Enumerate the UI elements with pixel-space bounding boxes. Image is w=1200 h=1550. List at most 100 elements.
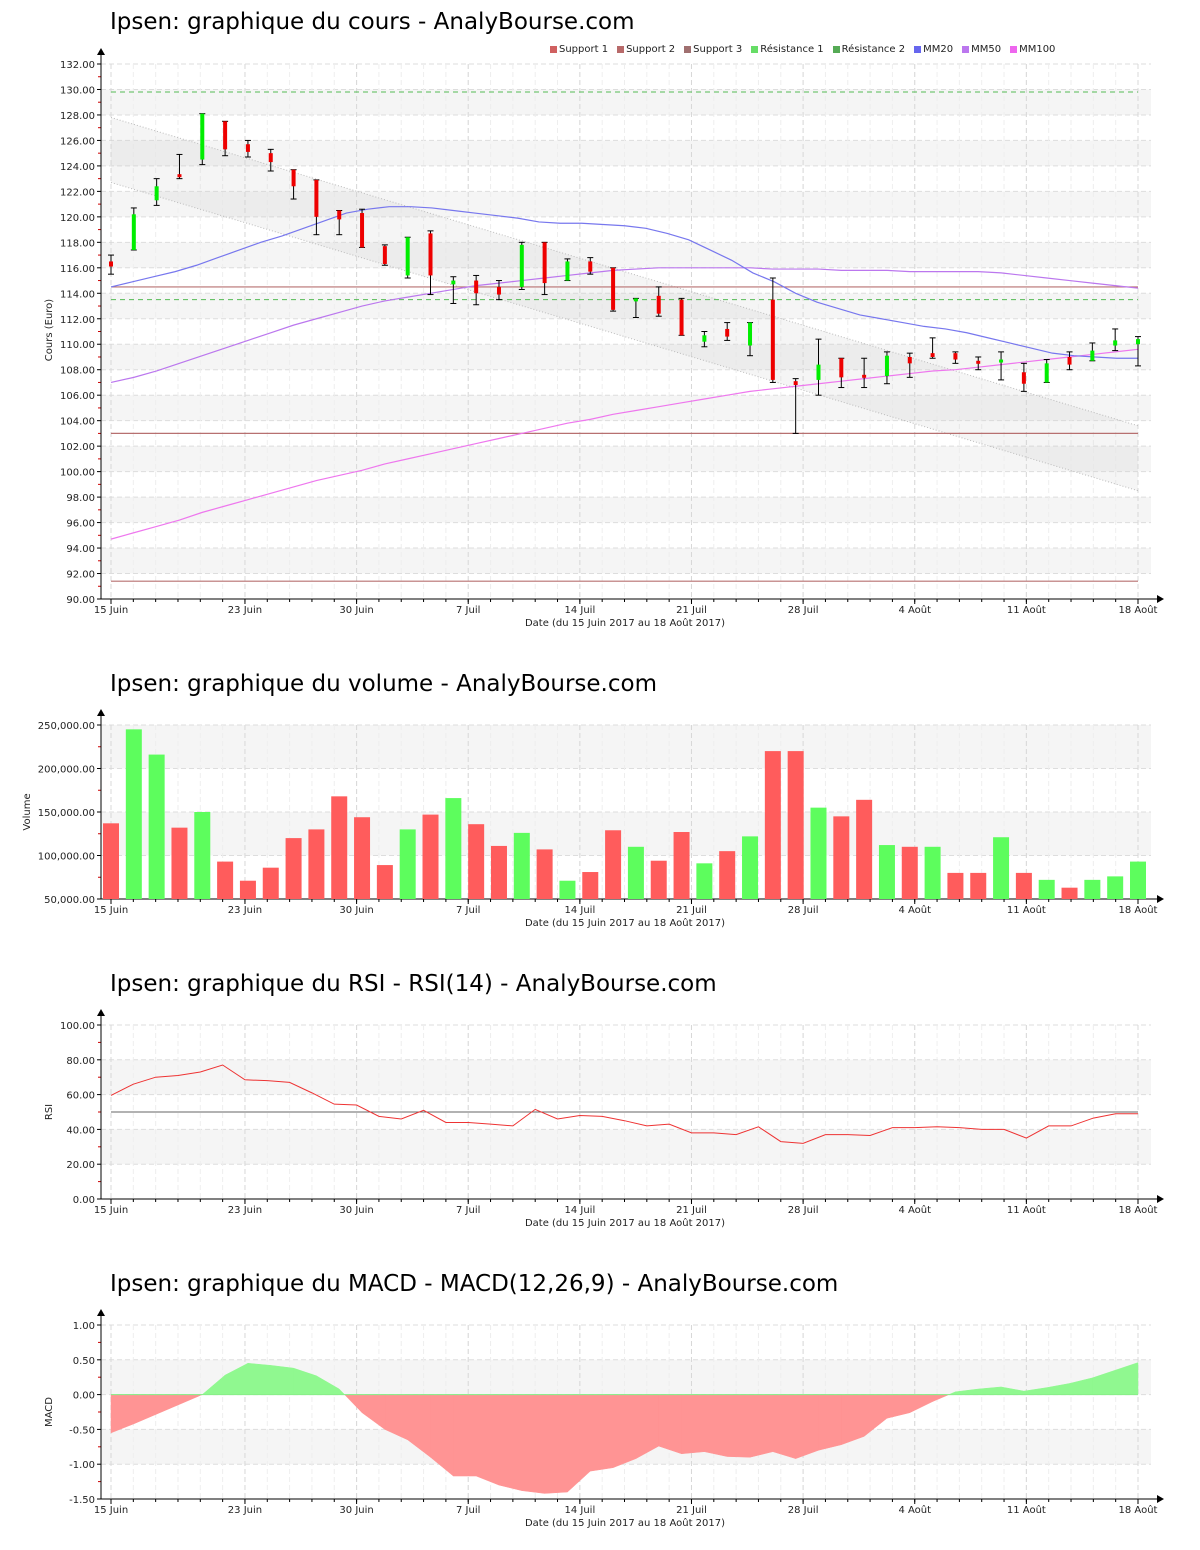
x-tick-label: 7 Juil xyxy=(456,605,480,616)
x-axis-arrow-icon xyxy=(1157,1495,1164,1503)
y-tick-label: 118.00 xyxy=(60,238,95,249)
candle xyxy=(929,337,936,359)
candle-body xyxy=(884,355,889,377)
candle-body xyxy=(1113,340,1118,346)
grid-band xyxy=(101,446,1151,472)
y-tick-label: -1.00 xyxy=(69,1460,95,1471)
y-tick-label: 122.00 xyxy=(60,187,95,198)
y-tick-label: 98.00 xyxy=(66,493,95,504)
candle-body xyxy=(131,214,136,250)
legend-item: MM20 xyxy=(914,44,953,55)
y-tick-label: 40.00 xyxy=(66,1125,95,1136)
candle-body xyxy=(109,261,113,267)
x-tick-label: 15 Juin xyxy=(94,1505,128,1516)
volume-bar xyxy=(308,829,325,899)
x-axis-label: Date (du 15 Juin 2017 au 18 Août 2017) xyxy=(525,617,725,629)
legend-label: MM50 xyxy=(971,44,1002,55)
candle xyxy=(975,356,982,371)
volume-bar xyxy=(605,830,622,899)
x-tick-label: 7 Juil xyxy=(456,1505,480,1516)
price-chart: Ipsen: graphique du cours - AnalyBourse.… xyxy=(0,0,1200,640)
y-tick-label: 0.00 xyxy=(73,1391,95,1402)
volume-bar xyxy=(856,799,873,899)
grid-band xyxy=(101,395,1151,421)
legend-swatch-icon xyxy=(1010,46,1018,53)
candle xyxy=(336,209,343,236)
candle xyxy=(518,241,525,290)
legend-swatch-icon xyxy=(914,46,922,53)
volume-bar xyxy=(148,754,165,899)
volume-bar xyxy=(513,832,530,899)
y-tick-label: 90.00 xyxy=(66,595,95,606)
x-tick-label: 30 Juin xyxy=(339,905,373,916)
candle-body xyxy=(154,186,159,201)
candle-body xyxy=(633,298,638,302)
y-tick-label: 108.00 xyxy=(60,366,95,377)
candle-body xyxy=(382,246,387,264)
legend-item: Résistance 2 xyxy=(832,44,905,55)
x-tick-label: 28 Juil xyxy=(788,905,819,916)
candle-body xyxy=(1067,356,1072,365)
x-tick-label: 28 Juil xyxy=(788,605,819,616)
candle-body xyxy=(200,113,205,160)
volume-bar xyxy=(901,846,918,899)
trend-channel xyxy=(111,117,1138,491)
legend-label: MM20 xyxy=(923,44,954,55)
y-tick-label: -0.50 xyxy=(69,1425,95,1436)
legend-label: Résistance 1 xyxy=(760,44,824,55)
x-tick-label: 4 Août xyxy=(898,904,931,916)
legend-swatch-icon xyxy=(832,46,840,53)
y-tick-label: 150,000.00 xyxy=(38,808,95,819)
volume-bar xyxy=(354,817,371,899)
legend-item: Support 2 xyxy=(617,44,675,55)
candle xyxy=(359,208,366,248)
x-tick-label: 18 Août xyxy=(1119,1504,1158,1516)
candle-body xyxy=(1090,350,1095,361)
x-tick-label: 23 Juin xyxy=(228,1205,262,1216)
volume-bar xyxy=(673,832,690,899)
volume-bar xyxy=(924,846,941,899)
x-axis-arrow-icon xyxy=(1157,595,1164,603)
candle xyxy=(747,322,754,357)
x-tick-label: 7 Juil xyxy=(456,1205,480,1216)
legend-label: Support 2 xyxy=(626,44,676,55)
candle xyxy=(1020,362,1027,392)
y-tick-label: 112.00 xyxy=(60,315,95,326)
y-axis-arrow-icon xyxy=(97,709,105,716)
grid-band xyxy=(101,548,1151,574)
legend-swatch-icon xyxy=(751,46,759,53)
candle-body xyxy=(337,210,342,220)
x-tick-label: 30 Juin xyxy=(339,605,373,616)
mm20-line xyxy=(110,206,1138,359)
volume-bar xyxy=(285,838,302,899)
volume-bar xyxy=(103,823,119,899)
volume-bar xyxy=(742,836,759,899)
macd-chart-title: Ipsen: graphique du MACD - MACD(12,26,9)… xyxy=(110,1271,839,1297)
legend-swatch-icon xyxy=(684,46,692,53)
legend-item: Résistance 1 xyxy=(751,44,824,55)
volume-bar xyxy=(217,861,234,899)
legend-item: MM50 xyxy=(962,44,1001,55)
candle xyxy=(381,244,388,266)
legend-label: Support 3 xyxy=(693,44,743,55)
legend-item: Support 3 xyxy=(684,44,742,55)
candle xyxy=(724,322,731,341)
y-tick-label: 130.00 xyxy=(60,85,95,96)
candle xyxy=(313,179,320,236)
legend-item: Support 1 xyxy=(550,44,608,55)
volume-bar xyxy=(833,816,850,899)
x-tick-label: 30 Juin xyxy=(339,1205,373,1216)
volume-bar xyxy=(490,845,507,899)
candle xyxy=(1135,336,1141,367)
candle xyxy=(290,169,297,200)
volume-bar xyxy=(262,867,279,899)
candle-body xyxy=(245,144,250,152)
macd-plot: -1.50 -1.00 -0.50 0.00 0.50 1.00 15 Juin 23 Jui… xyxy=(44,1309,1164,1529)
legend-item: MM100 xyxy=(1010,44,1055,55)
candle xyxy=(427,230,434,296)
candle-body xyxy=(223,121,228,150)
candle-body xyxy=(793,381,798,385)
candle-body xyxy=(360,213,365,248)
volume-bar xyxy=(970,872,987,899)
candle xyxy=(678,297,685,336)
